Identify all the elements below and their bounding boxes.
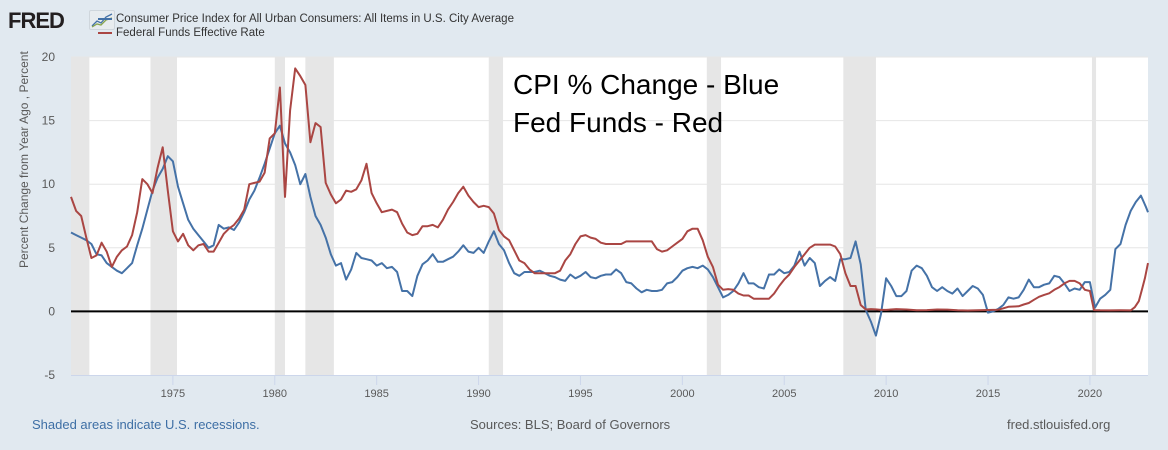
recession-band (488, 57, 504, 375)
recession-band (706, 57, 722, 375)
recession-band (843, 57, 876, 375)
plot-background (71, 57, 1148, 375)
x-tick-label: 1975 (161, 388, 185, 400)
recession-band (150, 57, 177, 375)
chart-annotation: CPI % Change - Blue Fed Funds - Red (513, 69, 779, 138)
legend-label-fedfunds: Federal Funds Effective Rate (116, 27, 265, 39)
y-tick-label: 0 (48, 304, 55, 318)
y-tick-label: -5 (44, 368, 55, 382)
x-tick-label: 2015 (976, 388, 1000, 400)
y-tick-label: 20 (42, 50, 56, 64)
x-tick-label: 2005 (772, 388, 796, 400)
plot-area (71, 57, 1148, 375)
x-axis-ticks: 1975 1980 1985 1990 1995 2000 2005 2010 2015 2020 (161, 375, 1102, 400)
y-tick-label: 5 (48, 241, 55, 255)
y-axis-ticks: -5 0 5 10 15 20 (42, 50, 56, 382)
x-tick-label: 2000 (670, 388, 694, 400)
series-line-fedfunds (70, 67, 1149, 312)
y-tick-label: 15 (42, 114, 56, 128)
x-tick-label: 1995 (568, 388, 592, 400)
x-tick-label: 1985 (364, 388, 388, 400)
y-tick-label: 10 (42, 177, 56, 191)
x-tick-label: 2010 (874, 388, 898, 400)
sources-text: Sources: BLS; Board of Governors (470, 417, 671, 432)
series-lines (70, 67, 1149, 337)
legend-swatch-cpi (98, 18, 112, 20)
recession-band (274, 57, 285, 375)
legend-swatch-fedfunds (98, 32, 112, 34)
chart-plot[interactable]: -5 0 5 10 15 20 1975 1980 1985 1990 1995 2000 2005 2… (0, 0, 1168, 400)
legend-label-cpi: Consumer Price Index for All Urban Consu… (116, 13, 514, 25)
x-tick-label: 1980 (263, 388, 287, 400)
recession-note[interactable]: Shaded areas indicate U.S. recessions. (32, 417, 260, 432)
fred-logo[interactable]: FRED (8, 8, 65, 33)
series-line-cpi (70, 124, 1149, 337)
x-tick-label: 2020 (1078, 388, 1102, 400)
recession-band (1091, 57, 1097, 375)
chart-header: FRED Consumer Price Index for All Urban … (0, 0, 1168, 46)
annotation-line-2: Fed Funds - Red (513, 107, 723, 138)
x-tick-label: 1990 (466, 388, 490, 400)
chart-line-icon (89, 10, 115, 30)
site-link[interactable]: fred.stlouisfed.org (1007, 417, 1111, 432)
annotation-line-1: CPI % Change - Blue (513, 69, 779, 100)
recession-band (305, 57, 334, 375)
